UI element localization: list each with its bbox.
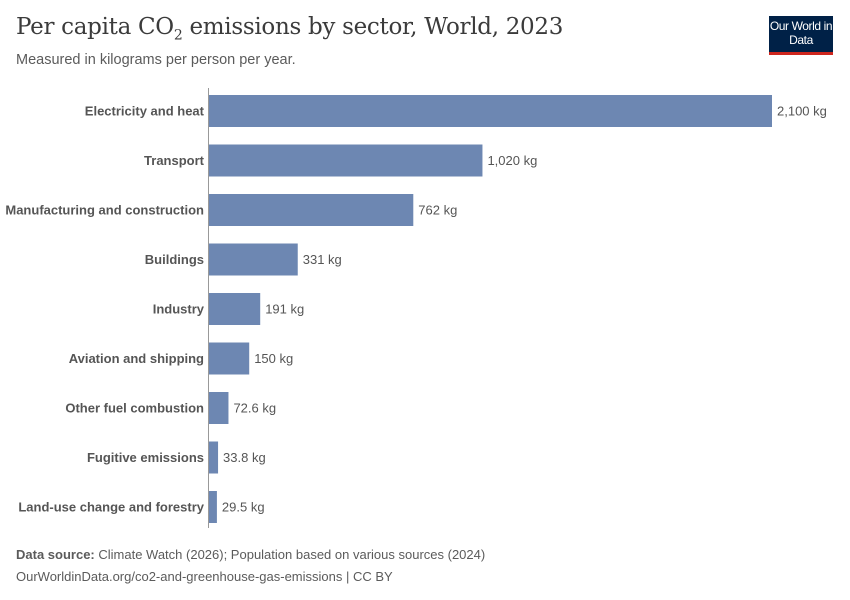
bar: [209, 392, 229, 424]
bar: [209, 95, 772, 127]
bar: [209, 144, 483, 177]
category-label: Land-use change and forestry: [18, 500, 204, 515]
data-label: 191 kg: [265, 302, 304, 317]
bar: [209, 243, 298, 276]
bar: [209, 441, 219, 474]
data-label: 33.8 kg: [223, 450, 266, 465]
category-label: Fugitive emissions: [87, 450, 204, 465]
owid-logo[interactable]: Our World in Data: [769, 16, 833, 55]
logo-text: Our World in Data: [769, 19, 833, 47]
bar: [209, 194, 414, 226]
source-text: Climate Watch (2026); Population based o…: [94, 547, 486, 562]
bar: [209, 491, 217, 523]
category-label: Industry: [153, 302, 205, 317]
bar-chart: Electricity and heat 2,100 kg Transport 1,0…: [5, 88, 827, 528]
source-url[interactable]: OurWorldinData.org/co2-and-greenhouse-ga…: [16, 569, 393, 584]
title-subscript: 2: [173, 27, 183, 44]
data-label: 72.6 kg: [233, 401, 276, 416]
category-label: Transport: [144, 153, 205, 168]
chart-title: Per capita CO2 emissions by sector, Worl…: [16, 14, 563, 44]
source-label: Data source:: [16, 547, 95, 562]
bar: [209, 293, 261, 325]
category-label: Other fuel combustion: [65, 401, 204, 416]
data-label: 2,100 kg: [777, 104, 827, 119]
data-label: 150 kg: [254, 351, 293, 366]
data-source: Data source: Climate Watch (2026); Popul…: [16, 547, 485, 562]
data-label: 331 kg: [303, 252, 342, 267]
category-label: Aviation and shipping: [69, 351, 204, 366]
category-label: Electricity and heat: [85, 104, 205, 119]
category-label: Manufacturing and construction: [5, 203, 204, 218]
data-label: 29.5 kg: [222, 500, 265, 515]
bar: [209, 342, 250, 375]
title-text: Per capita CO: [16, 14, 174, 40]
category-label: Buildings: [145, 252, 204, 267]
chart-subtitle: Measured in kilograms per person per yea…: [16, 52, 296, 68]
title-text-suffix: emissions by sector, World, 2023: [182, 14, 564, 40]
data-label: 1,020 kg: [487, 153, 537, 168]
data-label: 762 kg: [418, 203, 457, 218]
